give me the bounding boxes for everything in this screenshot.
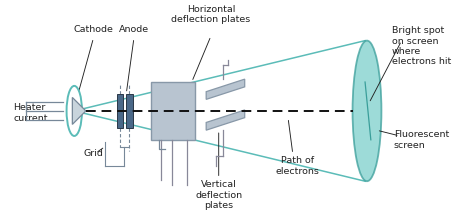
Bar: [151, 82, 195, 140]
Ellipse shape: [353, 41, 382, 181]
Text: Heater
current: Heater current: [14, 103, 48, 123]
Text: Cathode: Cathode: [73, 25, 113, 34]
Text: Path of
electrons: Path of electrons: [276, 156, 319, 176]
Bar: [117, 94, 123, 128]
Polygon shape: [206, 110, 245, 130]
Text: Vertical
deflection
plates: Vertical deflection plates: [195, 180, 242, 210]
Text: Bright spot
on screen
where
electrons hit: Bright spot on screen where electrons hi…: [392, 26, 451, 66]
Polygon shape: [73, 97, 86, 124]
Text: Fluorescent
screen: Fluorescent screen: [394, 130, 449, 150]
Bar: [126, 94, 133, 128]
Text: Anode: Anode: [119, 25, 149, 34]
Text: Grid: Grid: [84, 149, 104, 158]
Polygon shape: [206, 79, 245, 99]
Text: Horizontal
deflection plates: Horizontal deflection plates: [172, 5, 251, 24]
